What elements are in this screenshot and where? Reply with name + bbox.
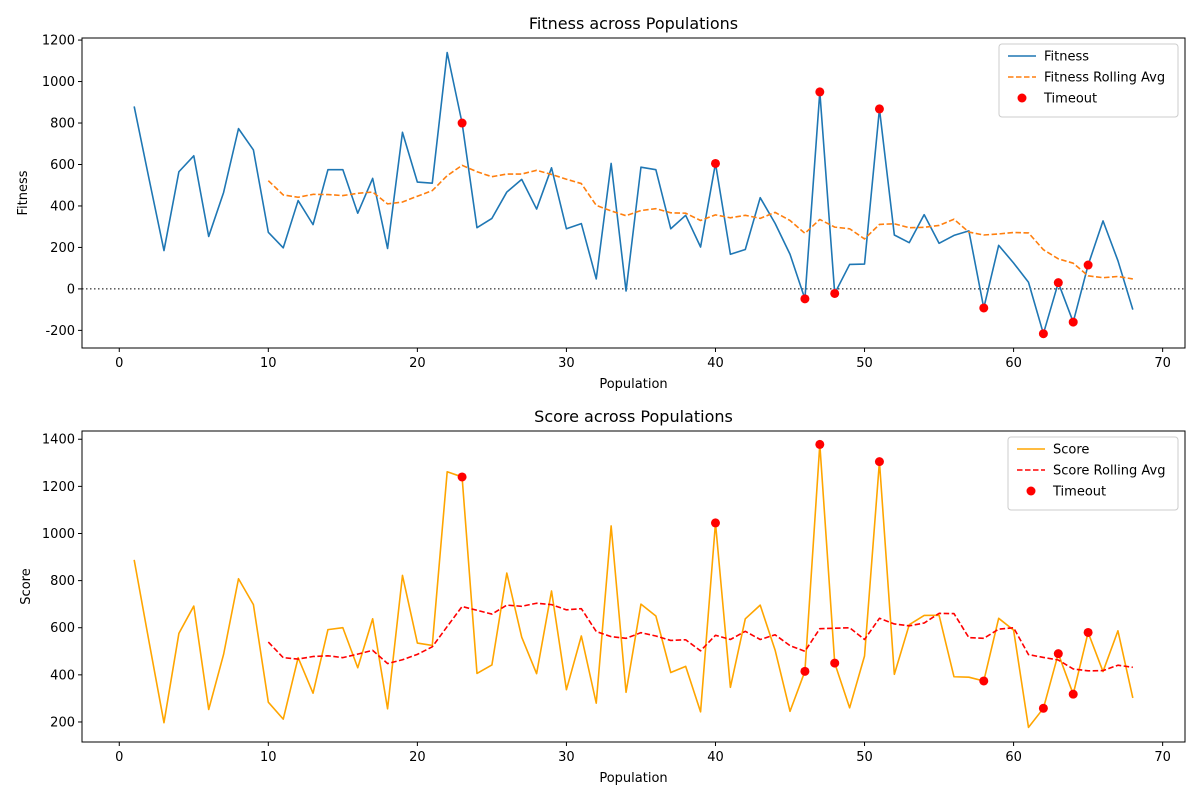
timeout-point xyxy=(979,303,989,313)
timeout-point xyxy=(800,666,810,676)
x-tick-label: 10 xyxy=(260,750,277,765)
x-tick-label: 50 xyxy=(856,356,873,371)
legend-label: Fitness Rolling Avg xyxy=(1044,71,1165,86)
timeout-point xyxy=(1053,278,1063,288)
x-tick-label: 30 xyxy=(558,356,575,371)
y-tick-label: 1000 xyxy=(42,75,75,90)
legend-label: Timeout xyxy=(1043,92,1097,107)
y-tick-label: 0 xyxy=(67,282,75,297)
timeout-point xyxy=(815,87,825,97)
y-tick-label: 400 xyxy=(50,668,75,683)
x-tick-label: 70 xyxy=(1154,750,1171,765)
x-tick-label: 60 xyxy=(1005,356,1022,371)
x-tick-label: 20 xyxy=(409,750,426,765)
y-tick-label: 600 xyxy=(50,158,75,173)
timeout-point xyxy=(1083,627,1093,637)
y-tick-label: 200 xyxy=(50,715,75,730)
timeout-point xyxy=(1038,703,1048,713)
y-tick-label: -200 xyxy=(45,324,75,339)
timeout-point xyxy=(1068,689,1078,699)
y-tick-label: 1200 xyxy=(42,34,75,49)
legend-label: Fitness xyxy=(1044,50,1089,65)
x-tick-label: 40 xyxy=(707,356,724,371)
y-tick-label: 200 xyxy=(50,241,75,256)
x-axis-label: Population xyxy=(599,771,667,786)
legend-label: Score xyxy=(1053,443,1089,458)
y-tick-label: 1400 xyxy=(42,433,75,448)
plot-area xyxy=(82,51,1185,339)
timeout-point xyxy=(830,288,840,298)
y-axis-label: Fitness xyxy=(16,170,31,215)
legend: Score Score Rolling Avg Timeout xyxy=(1007,436,1179,511)
legend-label: Timeout xyxy=(1052,485,1106,500)
legend-box xyxy=(998,43,1179,118)
legend-label: Score Rolling Avg xyxy=(1053,464,1165,479)
legend-box xyxy=(1007,436,1179,511)
timeout-point xyxy=(1083,260,1093,270)
x-tick-label: 40 xyxy=(707,750,724,765)
timeout-point xyxy=(710,158,720,168)
y-tick-label: 400 xyxy=(50,199,75,214)
timeout-point xyxy=(1038,329,1048,339)
x-axis-label: Population xyxy=(599,377,667,392)
timeout-point xyxy=(830,658,840,668)
timeout-point xyxy=(457,118,467,128)
series-line-1 xyxy=(133,51,1134,335)
y-tick-label: 800 xyxy=(50,574,75,589)
timeout-point xyxy=(979,676,989,686)
timeout-point xyxy=(457,472,467,482)
series-line-2 xyxy=(267,164,1133,280)
chart-title: Score across Populations xyxy=(534,407,733,426)
axes-frame xyxy=(81,430,1186,743)
x-tick-label: 20 xyxy=(409,356,426,371)
chart-panel-2: Score across Populations 0 10 20 30 40 50 60 70 2… xyxy=(19,407,1186,786)
x-tick-label: 60 xyxy=(1005,750,1022,765)
timeout-point xyxy=(1053,649,1063,659)
series-line-2 xyxy=(267,602,1133,672)
timeout-point xyxy=(874,457,884,467)
y-tick-label: 800 xyxy=(50,117,75,132)
timeout-point xyxy=(1068,317,1078,327)
y-axis-label: Score xyxy=(19,568,34,604)
timeout-point xyxy=(815,439,825,449)
plot-area xyxy=(133,439,1134,729)
chart-panel-1: Fitness across Populations 0 10 20 30 40 50 60 7… xyxy=(16,14,1186,392)
x-tick-label: 0 xyxy=(115,356,123,371)
timeout-point xyxy=(800,294,810,304)
axes-frame xyxy=(81,37,1186,349)
timeout-point xyxy=(874,104,884,114)
legend-swatch xyxy=(1026,486,1036,496)
series-line-1 xyxy=(133,443,1134,729)
x-tick-label: 0 xyxy=(115,750,123,765)
timeout-point xyxy=(710,518,720,528)
x-tick-label: 30 xyxy=(558,750,575,765)
chart-title: Fitness across Populations xyxy=(529,14,738,33)
x-tick-label: 70 xyxy=(1154,356,1171,371)
y-tick-label: 1000 xyxy=(42,527,75,542)
legend-swatch xyxy=(1017,93,1027,103)
x-tick-label: 50 xyxy=(856,750,873,765)
y-tick-label: 600 xyxy=(50,621,75,636)
legend: Fitness Fitness Rolling Avg Timeout xyxy=(998,43,1179,118)
y-tick-label: 1200 xyxy=(42,480,75,495)
x-tick-label: 10 xyxy=(260,356,277,371)
